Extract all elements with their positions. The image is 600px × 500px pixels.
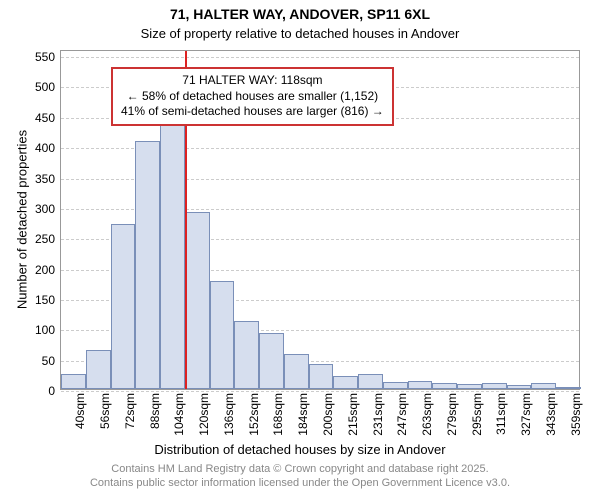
x-axis-label: Distribution of detached houses by size … [0,442,600,457]
histogram-bar [185,212,210,389]
histogram-bar [333,376,358,389]
histogram-bar [507,385,532,389]
xtick-label: 200sqm [321,393,335,436]
xtick-label: 263sqm [420,393,434,436]
ytick-label: 50 [42,354,55,368]
xtick-label: 247sqm [395,393,409,436]
histogram-bar [111,224,136,389]
histogram-bar [383,382,408,389]
histogram-bar [531,383,556,389]
xtick-label: 40sqm [73,393,87,429]
ytick-label: 550 [35,50,55,64]
histogram-bar [210,281,235,389]
histogram-bar [135,141,160,389]
histogram-bar [259,333,284,389]
histogram-bar [556,387,581,389]
histogram-bar [284,354,309,389]
ytick-label: 200 [35,263,55,277]
xtick-label: 343sqm [544,393,558,436]
ytick-label: 250 [35,232,55,246]
annotation-line-3: 41% of semi-detached houses are larger (… [121,104,384,120]
xtick-label: 215sqm [346,393,360,436]
histogram-bar [457,384,482,389]
histogram-bar [234,321,259,389]
xtick-label: 295sqm [470,393,484,436]
xtick-label: 359sqm [569,393,583,436]
chart-caption: Contains HM Land Registry data © Crown c… [0,462,600,491]
xtick-label: 168sqm [271,393,285,436]
xtick-label: 231sqm [371,393,385,436]
plot-area: 05010015020025030035040045050055040sqm56… [60,50,580,390]
ytick-label: 150 [35,293,55,307]
annotation-line-2: ← 58% of detached houses are smaller (1,… [121,89,384,105]
ytick-label: 400 [35,141,55,155]
ytick-label: 300 [35,202,55,216]
xtick-label: 152sqm [247,393,261,436]
histogram-bar [160,115,185,389]
annotation-line-1: 71 HALTER WAY: 118sqm [121,73,384,89]
xtick-label: 279sqm [445,393,459,436]
gridline [61,391,579,392]
histogram-bar [358,374,383,389]
caption-line-2: Contains public sector information licen… [90,477,510,489]
ytick-label: 100 [35,323,55,337]
histogram-bar [61,374,86,389]
xtick-label: 72sqm [123,393,137,429]
ytick-label: 450 [35,111,55,125]
xtick-label: 56sqm [98,393,112,429]
ytick-label: 500 [35,80,55,94]
chart-title: 71, HALTER WAY, ANDOVER, SP11 6XL [0,6,600,22]
xtick-label: 88sqm [148,393,162,429]
histogram-bar [432,383,457,389]
histogram-bar [408,381,433,390]
y-axis-label: Number of detached properties [15,120,30,320]
ytick-label: 350 [35,172,55,186]
ytick-label: 0 [48,384,55,398]
gridline [61,57,579,58]
xtick-label: 327sqm [519,393,533,436]
histogram-bar [309,364,334,390]
caption-line-1: Contains HM Land Registry data © Crown c… [111,463,488,475]
histogram-bar [86,350,111,389]
annotation-box: 71 HALTER WAY: 118sqm← 58% of detached h… [111,67,394,126]
xtick-label: 120sqm [197,393,211,436]
xtick-label: 136sqm [222,393,236,436]
histogram-bar [482,383,507,389]
xtick-label: 184sqm [296,393,310,436]
xtick-label: 311sqm [494,393,508,435]
chart-subtitle: Size of property relative to detached ho… [0,26,600,41]
xtick-label: 104sqm [172,393,186,436]
property-size-chart: 71, HALTER WAY, ANDOVER, SP11 6XL Size o… [0,0,600,500]
